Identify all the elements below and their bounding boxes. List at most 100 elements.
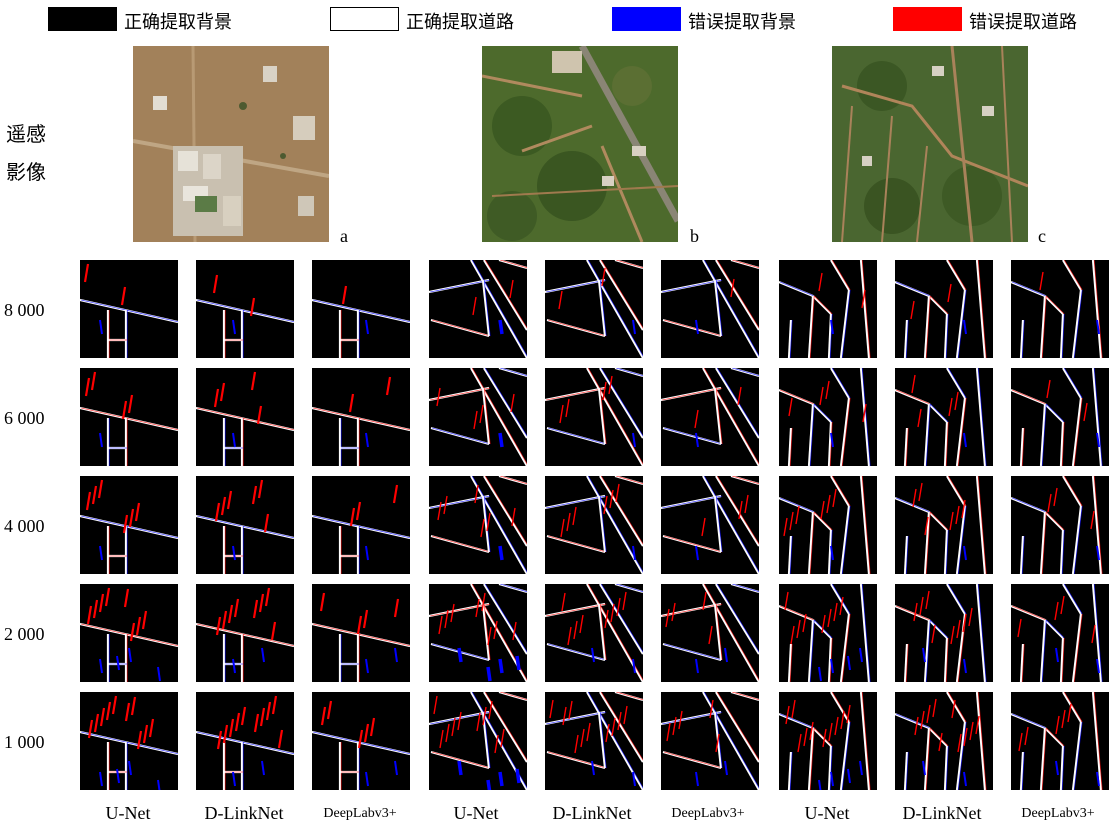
error-edge — [905, 751, 909, 790]
road-segment — [955, 289, 967, 358]
false-road-blob — [494, 734, 499, 754]
false-road-blob — [795, 505, 800, 525]
error-edge — [1012, 497, 1047, 513]
error-edge — [546, 495, 607, 509]
false-background-blob — [963, 658, 967, 674]
error-edge — [905, 535, 909, 574]
column-label-unet-a: U-Net — [105, 803, 151, 823]
false-background-blob — [1096, 319, 1100, 335]
error-edge — [484, 368, 527, 437]
false-background-blob — [498, 658, 504, 674]
false-background-blob — [922, 647, 926, 663]
error-edge — [1063, 584, 1083, 615]
false-road-blob — [918, 482, 923, 502]
result-tile — [429, 692, 527, 790]
false-road-blob — [832, 488, 837, 508]
road-segment — [586, 368, 643, 466]
false-road-blob — [472, 296, 477, 316]
false-road-blob — [111, 695, 118, 715]
false-road-blob — [451, 717, 456, 737]
road-segment — [943, 745, 949, 790]
false-road-blob — [833, 602, 838, 622]
false-background-blob — [695, 658, 699, 674]
road-segment — [830, 584, 850, 615]
false-road-blob — [573, 620, 578, 640]
result-tile — [80, 692, 178, 790]
false-road-blob — [349, 507, 356, 527]
false-road-blob — [715, 733, 720, 753]
error-edge — [925, 727, 931, 790]
false-road-blob — [105, 701, 112, 721]
road-segment — [839, 289, 851, 358]
error-edge — [1073, 397, 1083, 466]
error-edge — [947, 692, 967, 723]
false-road-blob — [821, 614, 826, 634]
road-segment — [839, 397, 851, 466]
false-road-blob — [1046, 379, 1051, 399]
false-background-blob — [498, 771, 504, 787]
false-road-blob — [666, 722, 671, 742]
error-edge — [430, 495, 491, 509]
result-tile — [1011, 692, 1109, 790]
result-tile-svg — [661, 476, 759, 574]
false-background-blob — [591, 647, 595, 663]
false-road-blob — [969, 721, 974, 741]
error-edge — [548, 751, 607, 769]
road-segment — [702, 584, 759, 682]
false-road-blob — [827, 608, 832, 628]
error-edge — [1045, 727, 1065, 747]
false-background-blob — [99, 319, 103, 335]
error-edge — [587, 260, 643, 357]
road-segment — [1011, 280, 1046, 298]
road-segment — [1062, 368, 1082, 399]
error-edge — [483, 279, 491, 337]
false-road-blob — [473, 410, 478, 430]
result-tile — [895, 260, 993, 358]
false-road-blob — [474, 484, 479, 504]
false-road-blob — [444, 609, 449, 629]
road-segment — [903, 535, 909, 574]
road-segment — [928, 403, 948, 423]
road-segment — [1039, 403, 1047, 466]
false-background-blob — [1096, 658, 1100, 674]
road-segment — [702, 260, 759, 358]
error-edge — [1021, 319, 1025, 358]
false-background-blob — [157, 779, 161, 790]
result-tile-svg — [429, 584, 527, 682]
road-segment — [713, 279, 723, 337]
error-edge — [732, 260, 759, 269]
error-edge — [945, 745, 949, 790]
error-edge — [1045, 511, 1065, 531]
road-segment — [1011, 388, 1046, 406]
error-edge — [945, 421, 949, 466]
road-segment — [1071, 289, 1083, 358]
false-road-blob — [93, 713, 100, 733]
road-segment — [702, 692, 759, 790]
error-edge — [546, 711, 607, 725]
false-road-blob — [129, 622, 136, 642]
error-edge — [664, 535, 723, 553]
false-background-blob — [99, 658, 103, 674]
error-edge — [313, 299, 410, 323]
false-background-blob — [261, 760, 265, 776]
result-tile-svg — [429, 692, 527, 790]
road-segment — [715, 260, 759, 331]
false-road-blob — [443, 495, 448, 515]
error-edge — [732, 476, 759, 485]
error-edge — [977, 260, 987, 358]
error-edge — [1061, 313, 1065, 358]
error-edge — [664, 751, 723, 769]
false-road-blob — [671, 602, 676, 622]
false-road-blob — [914, 716, 919, 736]
false-road-blob — [963, 727, 968, 747]
false-road-blob — [924, 516, 929, 536]
road-segment — [895, 388, 930, 406]
road-segment — [812, 295, 832, 315]
result-tile — [312, 692, 410, 790]
false-road-blob — [487, 626, 492, 646]
road-segment — [1044, 727, 1064, 747]
road-segment — [807, 727, 815, 790]
error-edge — [484, 476, 527, 545]
error-edge — [500, 692, 527, 701]
road-segment — [1039, 511, 1047, 574]
